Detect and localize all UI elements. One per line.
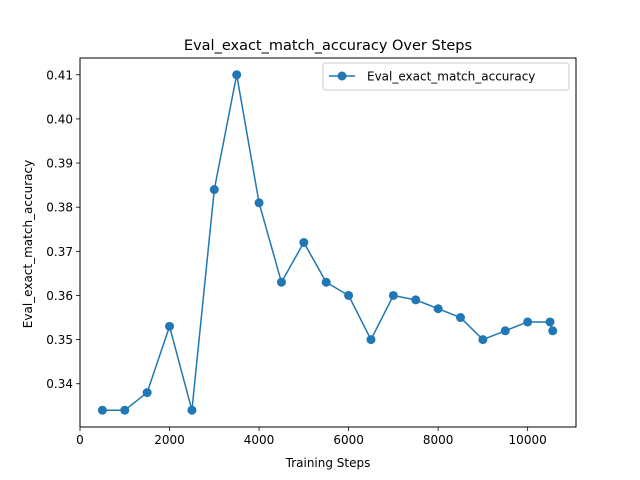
chart-title: Eval_exact_match_accuracy Over Steps [184,38,472,54]
x-tick-label: 0 [76,433,84,447]
x-axis-label: Training Steps [285,456,371,470]
data-point [97,405,107,415]
data-point [254,198,264,208]
y-tick-label: 0.41 [46,68,73,82]
data-point [276,277,286,287]
y-tick-label: 0.38 [46,201,73,215]
data-point [388,290,398,300]
y-tick-label: 0.40 [46,112,73,126]
data-point [500,326,510,336]
data-point [411,295,421,305]
data-point [142,388,152,398]
data-point [209,185,219,195]
data-point [299,238,309,247]
y-tick-label: 0.39 [46,157,73,171]
data-point [456,313,466,323]
legend: Eval_exact_match_accuracy [322,62,570,91]
data-point [523,317,533,327]
plot-area: 0 2000 4000 6000 8000 10000 0.34 0.35 0.36 0.37 0.… [46,57,577,447]
data-point [120,405,130,415]
legend-box [322,62,570,91]
data-point [548,326,558,336]
x-tick-label: 4000 [244,433,275,447]
legend-label: Eval_exact_match_accuracy [367,70,535,84]
plot-frame [79,57,577,428]
data-point [366,335,376,345]
data-point [321,277,331,287]
y-tick-label: 0.34 [46,377,73,391]
data-point [545,317,555,327]
series-line [102,74,554,411]
x-tick-label: 6000 [333,433,364,447]
data-point [187,405,197,415]
data-point [232,70,242,80]
data-point [165,321,175,331]
data-point [433,304,443,314]
x-tick-label: 10000 [509,433,547,447]
y-axis-label: Eval_exact_match_accuracy [21,160,35,328]
y-tick-label: 0.35 [46,333,73,347]
x-tick-label: 2000 [154,433,185,447]
y-tick-label: 0.37 [46,245,73,259]
y-tick-label: 0.36 [46,289,73,303]
data-point [344,290,354,300]
legend-marker-swatch [337,71,347,81]
x-tick-label: 8000 [423,433,454,447]
data-point [478,335,488,345]
